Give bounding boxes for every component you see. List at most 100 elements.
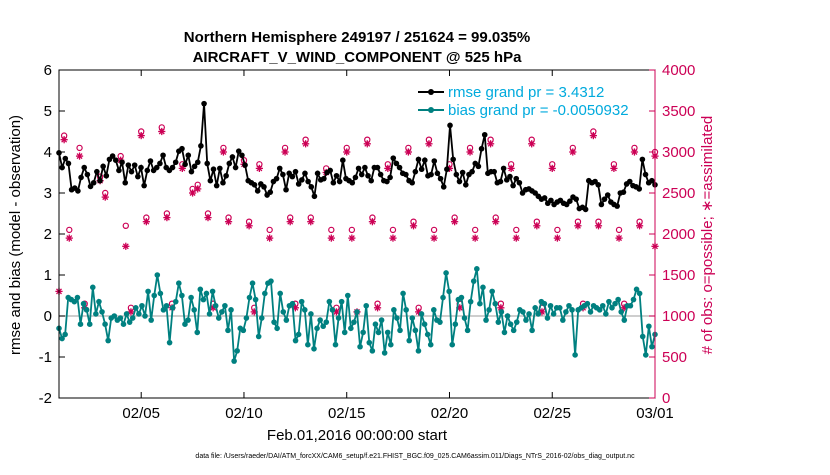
bias-series-point [510,327,517,334]
obs-possible-point [430,226,438,234]
rmse-series-point [358,171,365,178]
bias-series-point [117,315,124,321]
y-tick-label-left: 1 [44,267,52,284]
obs-assimilated-point [492,218,500,226]
bias-series-point [317,317,323,323]
bias-series-point [83,307,90,313]
bias-series-point [360,329,366,336]
x-tick-label: 02/25 [533,405,571,422]
rmse-series-point [415,156,422,163]
bias-series-point [606,298,612,305]
rmse-series-point [169,164,176,171]
rmse-series-point [109,153,116,159]
rmse-series-point [377,171,384,178]
bias-series-point [139,302,145,309]
rmse-series-point [475,163,482,170]
obs-assimilated-point [528,140,536,148]
rmse-series-point [280,171,286,178]
bias-series-point [612,300,618,307]
rmse-series-point [601,196,608,202]
rmse-series-point [409,179,415,186]
rmse-series-point [204,160,211,167]
bias-series-point [375,329,382,336]
bias-series-point [513,319,520,325]
y-axis-label-right: # of obs: o=possible; ∗=assimilated [699,116,716,355]
bias-series-point [166,339,173,346]
rmse-series-point [147,158,154,164]
bias-series-point [206,311,213,317]
rmse-series-point [336,178,343,185]
obs-assimilated-point [245,222,253,230]
bias-series-point [102,321,108,328]
bias-series-point [378,317,385,323]
y-axis-label-left: rmse and bias (model - observation) [7,115,24,355]
rmse-series-point [349,179,356,186]
bias-series-point [188,294,194,301]
bias-series-point [394,315,400,321]
obs-assimilated-point [255,164,263,172]
rmse-series-point [478,145,485,152]
obs-assimilated-point [486,140,495,148]
obs-assimilated-point [630,148,639,156]
bias-series-point [74,294,81,301]
rmse-series-point [84,171,91,178]
bias-series-point [486,307,492,313]
y-tick-label-right: 500 [662,349,687,366]
obs-possible-point [122,222,129,229]
bias-series-point [219,309,225,315]
rmse-series-point [239,152,245,159]
rmse-series-point [330,179,337,186]
bias-series-point [160,307,167,313]
x-tick-label: 02/15 [328,405,366,422]
rmse-series-point [573,196,579,202]
bias-series-point [93,311,99,317]
bias-series-point [391,307,397,313]
rmse-series-point [327,167,333,174]
rmse-series-point [510,182,516,189]
bias-series-point [427,341,434,348]
plot-area [59,70,655,398]
rmse-series-point [276,165,283,172]
rmse-series-point [314,170,321,177]
y-tick-label-right: 0 [662,390,670,407]
obs-possible-point [513,226,520,234]
bias-series-point [639,333,646,340]
rmse-series-point [481,131,488,138]
bias-series-point [409,315,416,321]
rmse-series-point [90,179,97,186]
bias-series-point [618,309,625,315]
obs-assimilated-series [55,127,659,316]
bias-series-point [172,298,179,305]
bias-series-point [649,343,655,350]
bias-series-point [203,290,210,297]
obs-assimilated-point [60,136,68,144]
rmse-series-point [191,163,198,170]
obs-assimilated-point [188,189,197,197]
bias-series-point [301,307,308,313]
bias-series-point [381,350,388,356]
bias-series-point [335,315,342,321]
obs-assimilated-point [65,234,73,242]
y-tick-label-left: 3 [44,185,52,202]
rmse-series-point [78,174,84,181]
y-tick-label-left: -2 [39,390,52,407]
bias-series-point [529,327,535,334]
rmse-series-point [188,168,195,175]
y-tick-label-right: 3000 [662,144,695,161]
bias-series-point [636,290,643,297]
bias-series-point [403,307,409,313]
rmse-series-point [223,172,229,179]
bias-series-point [483,317,489,323]
bias-series-point [523,317,529,323]
rmse-series-point [396,164,403,171]
bias-series-point [249,280,256,287]
bias-series-point [415,348,422,354]
bias-series-point [532,305,538,311]
obs-assimilated-point [589,132,597,140]
bias-series-point [71,298,78,305]
rmse-series-point [421,157,428,163]
obs-assimilated-point [610,164,618,172]
bias-series-point [243,315,250,321]
bias-series-point [470,278,477,284]
